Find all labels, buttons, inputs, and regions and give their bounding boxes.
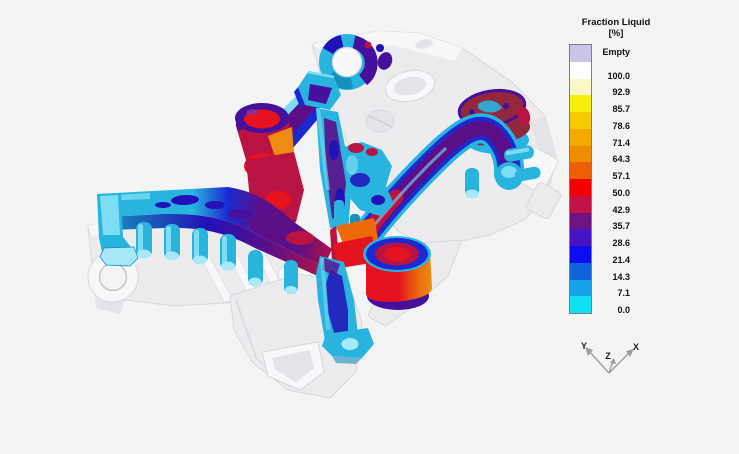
- colormap-cell: [570, 179, 591, 196]
- axis-y-label: Y: [581, 341, 587, 351]
- colormap-cell: [570, 112, 591, 129]
- runner-left: [97, 187, 332, 294]
- axis-x-label: X: [633, 342, 639, 352]
- legend-entry-label: 14.3: [612, 271, 630, 282]
- colormap-cell: [570, 296, 591, 313]
- legend-entry-label: 78.6: [612, 120, 630, 131]
- ingate-pegs-left: [136, 222, 298, 294]
- colormap-cell: [570, 229, 591, 246]
- colormap-cell: [570, 246, 591, 263]
- colormap-cell: [570, 279, 591, 297]
- riser-bottom: [363, 236, 432, 310]
- riser-left: [235, 103, 304, 232]
- colormap-cell: [570, 262, 591, 280]
- legend-entry-label: Empty: [602, 46, 630, 57]
- colormap-cell: [570, 128, 591, 146]
- legend-entry-label: 0.0: [617, 305, 630, 315]
- colormap-cell: [570, 162, 591, 179]
- gating-system: [97, 34, 541, 364]
- legend-entry-label: 71.4: [612, 137, 630, 148]
- legend-entry-label: 7.1: [617, 288, 630, 299]
- legend-title: Fraction Liquid: [581, 17, 651, 28]
- axis-triad-icon: Y X Z: [581, 341, 639, 374]
- legend-entry-label: 28.6: [612, 238, 630, 248]
- axis-z-label: Z: [605, 351, 611, 361]
- legend-entry-label: 92.9: [612, 87, 630, 98]
- runner-bottom: [316, 256, 374, 364]
- colormap-cell: [570, 145, 591, 163]
- colormap-cell: [570, 78, 591, 96]
- legend-entry-label: 57.1: [612, 171, 630, 181]
- legend-entry-label: 35.7: [612, 221, 630, 232]
- legend-entry-label: 42.9: [612, 204, 630, 215]
- legend-entry-label: 50.0: [612, 187, 630, 198]
- colormap-scale: Empty 100.0 92.9 85.7 78.6 71.4 64.3 57.1 50.0 42…: [566, 44, 666, 315]
- colormap-cell: [570, 95, 591, 112]
- colormap-bar: [569, 44, 592, 314]
- legend-entry-label: 21.4: [612, 254, 630, 265]
- colormap-cell: [570, 61, 591, 79]
- legend-entry-label: 85.7: [612, 104, 630, 114]
- legend-entry-label: 100.0: [607, 70, 630, 81]
- colormap-cell: [570, 212, 591, 230]
- colormap-cell: [570, 45, 591, 62]
- sprue-block: [294, 70, 341, 110]
- sprue-ring: [319, 34, 393, 90]
- colormap-legend: Fraction Liquid [%] Empty 100.0 92.9 85.7 78…: [566, 17, 666, 315]
- legend-entry-label: 64.3: [612, 154, 630, 165]
- legend-unit: [%]: [608, 28, 624, 39]
- colormap-cell: [570, 195, 591, 213]
- ingate-cluster-center: [334, 142, 394, 234]
